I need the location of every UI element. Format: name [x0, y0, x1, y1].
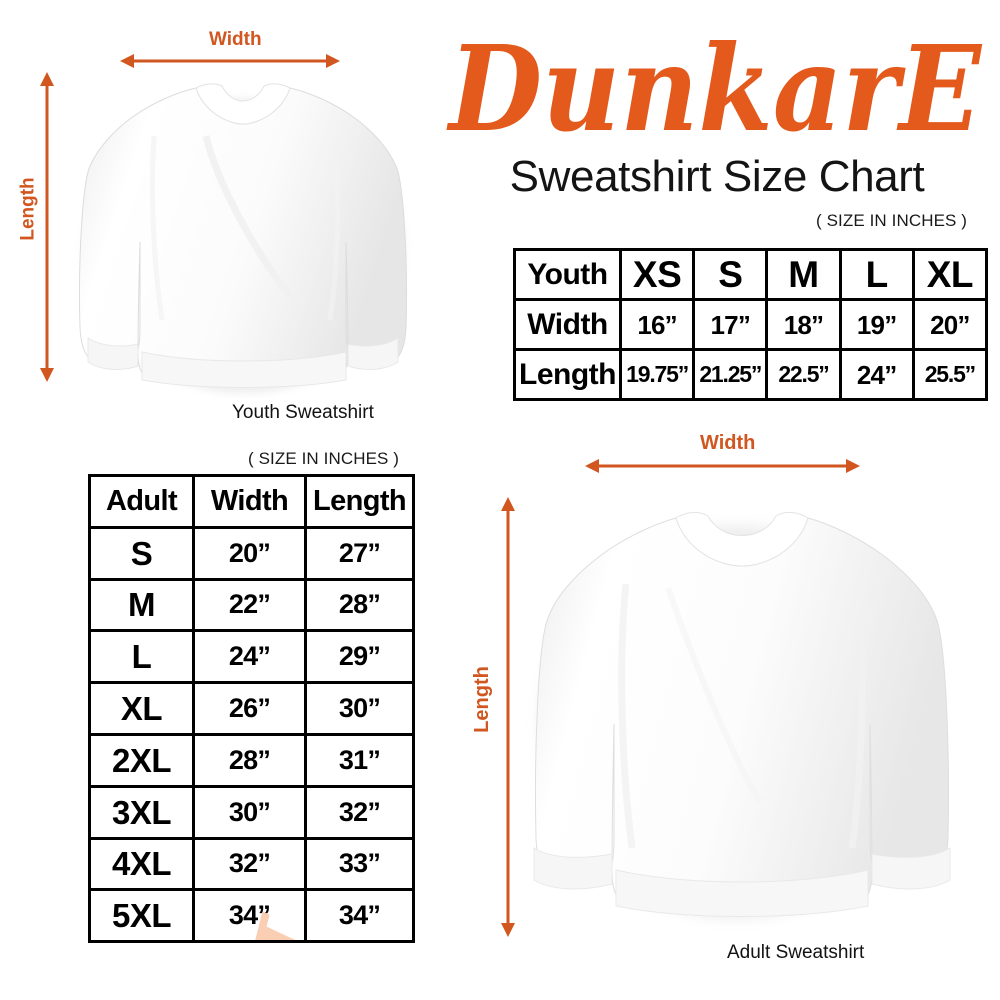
adult-width-0: 20” — [192, 525, 307, 581]
adult-size-7: 5XL — [88, 888, 195, 944]
youth-width-row-label: Width — [513, 298, 622, 351]
adult-sweatshirt-image — [508, 492, 958, 932]
table-row: Width 16” 17” 18” 19” 20” — [513, 298, 988, 351]
adult-length-label: Length — [470, 666, 493, 733]
adult-width-5: 30” — [192, 784, 307, 840]
adult-header-width: Width — [192, 474, 307, 529]
youth-length-s: 21.25” — [692, 348, 769, 401]
youth-width-label: Width — [209, 29, 262, 50]
table-row: 5XL 34” 34” — [88, 888, 415, 944]
table-row: 3XL 30” 32” — [88, 784, 415, 840]
youth-length-row-label: Length — [513, 348, 622, 401]
youth-length-label: Length — [17, 177, 39, 241]
adult-length-2: 29” — [304, 629, 415, 685]
adult-sweatshirt-caption: Adult Sweatshirt — [727, 942, 865, 963]
adult-header-size: Adult — [88, 474, 195, 529]
youth-length-arrow-icon — [40, 72, 54, 382]
youth-length-xl: 25.5” — [911, 348, 988, 401]
chart-subtitle: Sweatshirt Size Chart — [509, 152, 925, 201]
adult-length-4: 31” — [304, 732, 415, 788]
adult-size-0: S — [88, 525, 195, 581]
brand-logo: DunkarE — [437, 32, 993, 154]
youth-size-s: S — [692, 248, 769, 301]
adult-width-label: Width — [700, 432, 756, 454]
adult-width-6: 32” — [192, 836, 307, 892]
table-row: 2XL 28” 31” — [88, 732, 415, 788]
table-row: L 24” 29” — [88, 629, 415, 685]
adult-length-5: 32” — [304, 784, 415, 840]
adult-size-5: 3XL — [88, 784, 195, 840]
youth-width-arrow-icon — [120, 54, 340, 68]
youth-width-m: 18” — [765, 298, 842, 351]
brand-logo-text: DunkarE — [446, 32, 983, 154]
youth-header-label: Youth — [513, 248, 622, 301]
youth-width-xs: 16” — [618, 298, 696, 351]
adult-size-2: L — [88, 629, 195, 685]
adult-width-4: 28” — [192, 732, 307, 788]
youth-length-l: 24” — [838, 348, 915, 401]
adult-header-length: Length — [304, 474, 415, 529]
youth-width-xl: 20” — [911, 298, 988, 351]
youth-length-xs: 19.75” — [618, 348, 696, 401]
table-row: S 20” 27” — [88, 525, 415, 581]
adult-size-table: Adult Width Length S 20” 27” M 22” 28” L 24” 29”… — [88, 474, 415, 944]
youth-length-m: 22.5” — [765, 348, 842, 401]
youth-width-l: 19” — [838, 298, 915, 351]
adult-length-3: 30” — [304, 681, 415, 736]
youth-width-s: 17” — [692, 298, 769, 351]
adult-size-4: 2XL — [88, 732, 195, 788]
adult-size-1: M — [88, 577, 195, 633]
adult-units-note: ( SIZE IN INCHES ) — [248, 449, 400, 468]
youth-units-note: ( SIZE IN INCHES ) — [816, 211, 968, 230]
table-row: M 22” 28” — [88, 577, 415, 633]
adult-length-0: 27” — [304, 525, 415, 581]
adult-length-1: 28” — [304, 577, 415, 633]
adult-width-3: 26” — [192, 681, 307, 736]
adult-length-arrow-icon — [501, 497, 515, 937]
table-header-row: Adult Width Length — [88, 474, 415, 529]
adult-length-7: 34” — [304, 888, 415, 944]
youth-sweatshirt-image — [58, 66, 426, 398]
adult-width-1: 22” — [192, 577, 307, 633]
table-row: Youth XS S M L XL — [513, 248, 988, 301]
youth-size-xl: XL — [911, 248, 988, 301]
youth-size-table: Youth XS S M L XL Width 16” 17” 18” 19” … — [513, 248, 988, 401]
youth-sweatshirt-caption: Youth Sweatshirt — [232, 402, 374, 423]
adult-width-7: 34” — [192, 888, 307, 944]
table-row: 4XL 32” 33” — [88, 836, 415, 892]
adult-width-arrow-icon — [585, 459, 860, 473]
adult-width-2: 24” — [192, 629, 307, 685]
adult-size-6: 4XL — [88, 836, 195, 892]
youth-size-xs: XS — [618, 248, 696, 301]
table-row: Length 19.75” 21.25” 22.5” 24” 25.5” — [513, 348, 988, 401]
youth-size-l: L — [838, 248, 915, 301]
adult-size-3: XL — [88, 681, 195, 736]
youth-size-m: M — [765, 248, 842, 301]
adult-length-6: 33” — [304, 836, 415, 892]
table-row: XL 26” 30” — [88, 681, 415, 736]
